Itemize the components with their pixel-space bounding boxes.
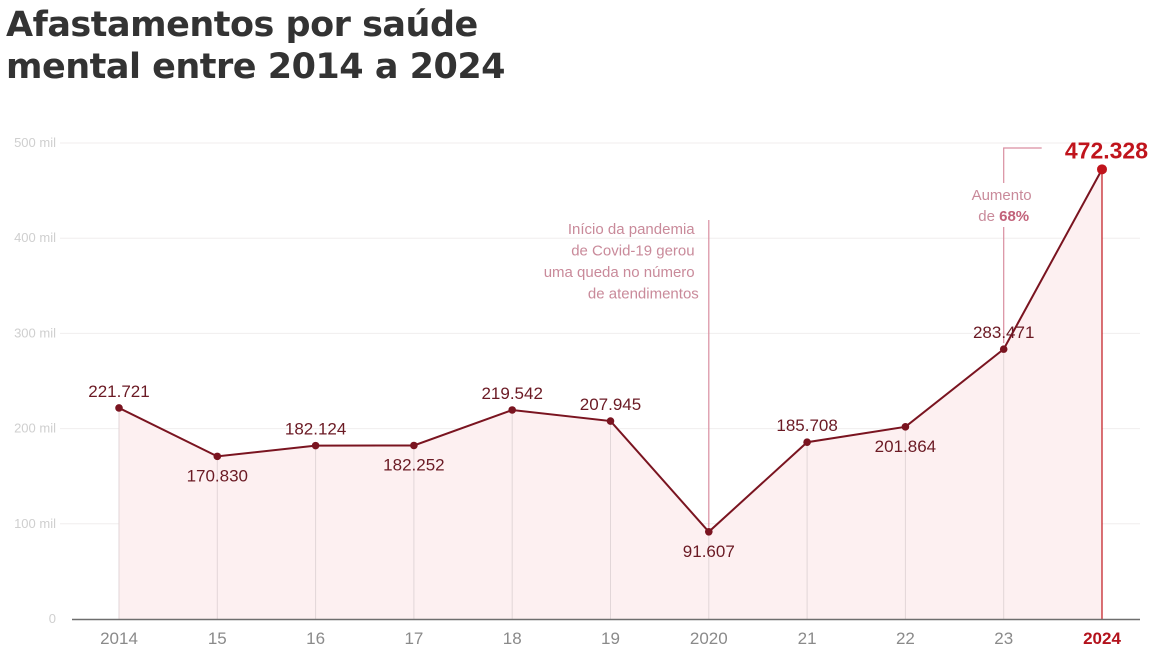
increase-annotation-bracket [1003, 147, 1042, 344]
x-tick-label: 15 [208, 629, 227, 648]
x-tick-label: 16 [306, 629, 325, 648]
area-fill [119, 169, 1102, 619]
increase-annotation-backdrop [963, 183, 1044, 227]
data-point [508, 406, 516, 414]
x-tick-label: 18 [503, 629, 522, 648]
data-label: 219.542 [481, 384, 542, 403]
increase-annotation-text: Aumento de 68% [972, 187, 1036, 225]
increase-annotation-line-1: Aumento [972, 187, 1032, 204]
data-label: 201.864 [875, 437, 936, 456]
x-tick-label: 22 [896, 629, 915, 648]
data-label: 182.252 [383, 455, 444, 474]
annotations: Início da pandemia de Covid-19 gerou uma… [544, 147, 1044, 528]
x-tick-label: 21 [798, 629, 817, 648]
x-tick-label: 2024 [1083, 629, 1121, 648]
data-point [606, 417, 615, 425]
x-axis-ticks: 2014 15 16 17 18 19 2020 21 22 23 2024 [100, 629, 1121, 648]
increase-annotation-line-2: de 68% [978, 208, 1029, 225]
x-tick-label: 23 [994, 629, 1013, 648]
data-label: 472.328 [1065, 137, 1148, 163]
title-line-1: Afastamentos por saúde [6, 5, 478, 45]
x-tick-label: 17 [404, 629, 423, 648]
data-points [115, 164, 1107, 536]
data-point [410, 441, 418, 450]
y-tick-label: 300 mil [14, 325, 56, 340]
data-label: 207.945 [580, 395, 641, 414]
y-tick-label: 400 mil [14, 230, 56, 245]
data-point [115, 404, 123, 412]
x-tick-label: 2014 [100, 629, 138, 648]
y-tick-label: 200 mil [14, 421, 56, 436]
data-point [803, 438, 811, 447]
data-point [999, 345, 1008, 353]
data-point [311, 441, 320, 450]
x-tick-label: 19 [601, 629, 620, 648]
data-point [705, 527, 713, 536]
y-tick-label: 100 mil [14, 516, 56, 531]
data-point [213, 452, 222, 461]
title-line-2: mental entre 2014 a 2024 [6, 47, 506, 87]
data-label: 283.471 [973, 323, 1034, 342]
data-labels: 221.721 170.830 182.124 182.252 219.542 207.9… [88, 137, 1148, 560]
covid-annotation-line-1: Início da pandemia [568, 221, 695, 238]
vertical-drop-lines [118, 169, 1103, 619]
covid-annotation-line-3: uma queda no número [544, 264, 695, 281]
y-tick-label: 0 [49, 611, 56, 626]
x-tick-label: 2020 [690, 629, 728, 648]
y-axis-ticks: 0 100 mil 200 mil 300 mil 400 mil 500 mil [14, 135, 56, 626]
data-point [901, 423, 910, 431]
data-point [1097, 164, 1107, 175]
increase-annotation-prefix: de [978, 208, 999, 225]
chart-title: Afastamentos por saúde mental entre 2014… [6, 4, 506, 88]
covid-annotation-line-2: de Covid-19 gerou [571, 243, 694, 260]
data-label: 170.830 [187, 466, 248, 485]
covid-annotation-text: Início da pandemia de Covid-19 gerou uma… [544, 221, 699, 303]
y-tick-label: 500 mil [14, 135, 56, 150]
data-label: 182.124 [285, 420, 346, 439]
covid-annotation-line-4: de atendimentos [588, 286, 699, 303]
data-label: 91.607 [683, 542, 735, 561]
increase-percent: 68% [999, 208, 1029, 225]
data-label: 221.721 [88, 382, 149, 401]
data-label: 185.708 [776, 416, 837, 435]
